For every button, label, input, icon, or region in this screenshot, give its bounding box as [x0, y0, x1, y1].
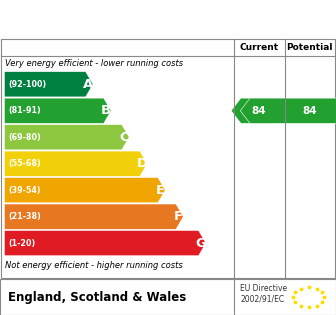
Text: EU Directive
2002/91/EC: EU Directive 2002/91/EC: [240, 284, 287, 304]
Text: (92-100): (92-100): [9, 80, 47, 89]
Text: E: E: [155, 184, 165, 197]
Polygon shape: [4, 125, 129, 150]
Polygon shape: [240, 98, 336, 123]
Polygon shape: [4, 151, 147, 176]
Polygon shape: [4, 178, 165, 203]
Text: Current: Current: [240, 43, 279, 52]
Polygon shape: [4, 98, 111, 123]
Polygon shape: [4, 231, 206, 256]
Text: F: F: [173, 210, 182, 223]
Text: G: G: [195, 237, 206, 249]
Polygon shape: [4, 72, 93, 97]
Text: Energy Efficiency Rating: Energy Efficiency Rating: [10, 12, 220, 27]
Text: (39-54): (39-54): [9, 186, 41, 195]
Polygon shape: [231, 98, 287, 123]
Text: England, Scotland & Wales: England, Scotland & Wales: [8, 290, 187, 304]
Text: C: C: [119, 131, 129, 144]
Text: (21-38): (21-38): [9, 212, 42, 221]
Polygon shape: [4, 204, 183, 229]
Text: Very energy efficient - lower running costs: Very energy efficient - lower running co…: [5, 59, 183, 68]
Text: A: A: [83, 78, 93, 91]
Text: (81-91): (81-91): [9, 106, 41, 115]
Text: (55-68): (55-68): [9, 159, 41, 168]
Text: 84: 84: [302, 106, 317, 116]
Text: 84: 84: [252, 106, 266, 116]
Text: (69-80): (69-80): [9, 133, 41, 142]
Text: (1-20): (1-20): [9, 238, 36, 248]
Text: B: B: [101, 104, 111, 117]
Text: D: D: [136, 157, 148, 170]
Text: Potential: Potential: [287, 43, 333, 52]
Text: Not energy efficient - higher running costs: Not energy efficient - higher running co…: [5, 261, 183, 270]
